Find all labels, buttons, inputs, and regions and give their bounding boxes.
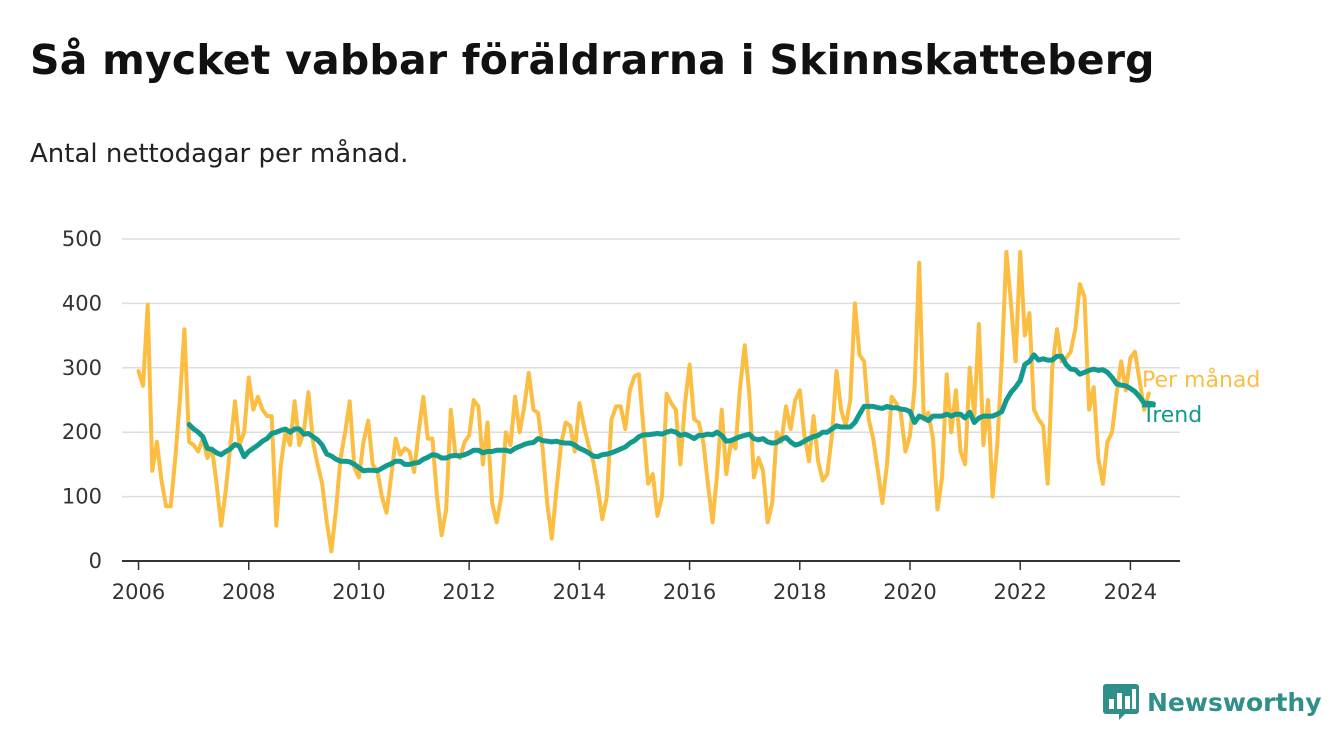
y-tick-label: 500 xyxy=(62,227,102,251)
x-tick-label: 2006 xyxy=(112,580,165,604)
x-tick-label: 2016 xyxy=(663,580,716,604)
brand-name: Newsworthy xyxy=(1147,687,1322,717)
y-tick-label: 300 xyxy=(62,356,102,380)
legend-label-trend: Trend xyxy=(1141,403,1202,428)
legend: Per månad Trend xyxy=(1141,367,1260,428)
y-tick-label: 400 xyxy=(62,291,102,315)
series-lines xyxy=(136,249,1156,554)
newsworthy-logo-icon xyxy=(1103,684,1139,720)
x-tick-label: 2024 xyxy=(1104,580,1157,604)
x-tick-label: 2012 xyxy=(442,580,495,604)
chart-subtitle: Antal nettodagar per månad. xyxy=(30,139,409,169)
x-tick-label: 2010 xyxy=(332,580,385,604)
y-tick-label: 100 xyxy=(62,485,102,509)
x-tick-label: 2022 xyxy=(993,580,1046,604)
monthly-series-line xyxy=(136,249,1151,554)
y-axis-ticks: 0 100 200 300 400 500 xyxy=(62,227,102,573)
x-axis: 2006 2008 2010 2012 2014 2016 2018 2020 2022 2024 xyxy=(112,560,1180,604)
trend-series-line xyxy=(186,352,1156,474)
x-tick-label: 2018 xyxy=(773,580,826,604)
x-tick-label: 2014 xyxy=(553,580,606,604)
y-tick-label: 0 xyxy=(89,549,102,573)
legend-label-monthly: Per månad xyxy=(1142,367,1260,393)
chart-title: Så mycket vabbar föräldrarna i Skinnskat… xyxy=(30,36,1155,84)
newsworthy-brand: Newsworthy xyxy=(1103,682,1322,722)
y-tick-label: 200 xyxy=(62,420,102,444)
x-tick-label: 2020 xyxy=(883,580,936,604)
x-tick-label: 2008 xyxy=(222,580,275,604)
